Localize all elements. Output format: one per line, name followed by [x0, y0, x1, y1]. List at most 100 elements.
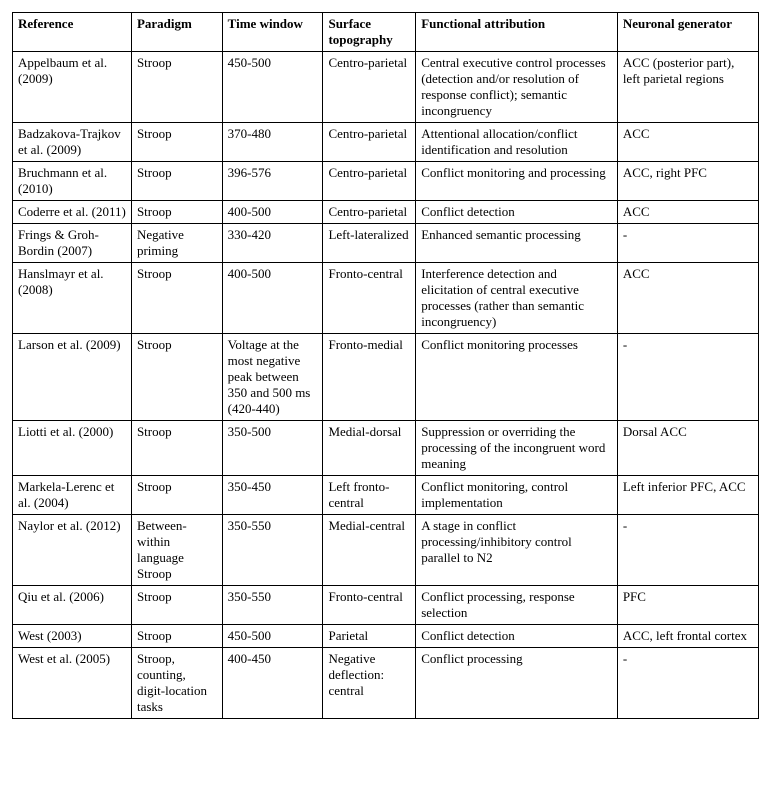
cell-surface: Centro-parietal [323, 123, 416, 162]
cell-neuronal: ACC [617, 123, 758, 162]
cell-timewindow: 350-550 [222, 586, 323, 625]
cell-surface: Medial-dorsal [323, 421, 416, 476]
cell-paradigm: Stroop [131, 586, 222, 625]
cell-functional: Interference detection and elicitation o… [416, 263, 618, 334]
cell-reference: West et al. (2005) [13, 648, 132, 719]
col-header-neuronal: Neuronal generator [617, 13, 758, 52]
cell-neuronal: ACC, right PFC [617, 162, 758, 201]
cell-neuronal: PFC [617, 586, 758, 625]
table-row: Bruchmann et al. (2010)Stroop396-576Cent… [13, 162, 759, 201]
cell-paradigm: Stroop [131, 52, 222, 123]
cell-paradigm: Between-within language Stroop [131, 515, 222, 586]
cell-functional: Conflict monitoring processes [416, 334, 618, 421]
cell-reference: Markela-Lerenc et al. (2004) [13, 476, 132, 515]
cell-paradigm: Stroop [131, 421, 222, 476]
cell-reference: Liotti et al. (2000) [13, 421, 132, 476]
literature-review-table: Reference Paradigm Time window Surface t… [12, 12, 759, 719]
cell-surface: Centro-parietal [323, 162, 416, 201]
cell-reference: Bruchmann et al. (2010) [13, 162, 132, 201]
table-row: Naylor et al. (2012)Between-within langu… [13, 515, 759, 586]
cell-neuronal: ACC [617, 201, 758, 224]
cell-reference: Naylor et al. (2012) [13, 515, 132, 586]
cell-paradigm: Stroop [131, 334, 222, 421]
cell-timewindow: Voltage at the most negative peak betwee… [222, 334, 323, 421]
cell-functional: A stage in conflict processing/inhibitor… [416, 515, 618, 586]
cell-reference: Frings & Groh-Bordin (2007) [13, 224, 132, 263]
cell-surface: Fronto-central [323, 263, 416, 334]
cell-surface: Left-lateralized [323, 224, 416, 263]
table-row: West (2003)Stroop450-500ParietalConflict… [13, 625, 759, 648]
cell-reference: Appelbaum et al. (2009) [13, 52, 132, 123]
cell-surface: Fronto-central [323, 586, 416, 625]
cell-functional: Conflict processing, response selection [416, 586, 618, 625]
cell-neuronal: ACC (posterior part), left parietal regi… [617, 52, 758, 123]
cell-neuronal: - [617, 648, 758, 719]
cell-surface: Centro-parietal [323, 52, 416, 123]
cell-paradigm: Stroop [131, 201, 222, 224]
cell-timewindow: 450-500 [222, 625, 323, 648]
col-header-paradigm: Paradigm [131, 13, 222, 52]
cell-paradigm: Stroop [131, 625, 222, 648]
cell-timewindow: 450-500 [222, 52, 323, 123]
col-header-timewindow: Time window [222, 13, 323, 52]
cell-functional: Attentional allocation/conflict identifi… [416, 123, 618, 162]
cell-functional: Conflict monitoring, control implementat… [416, 476, 618, 515]
cell-functional: Enhanced semantic processing [416, 224, 618, 263]
cell-reference: Coderre et al. (2011) [13, 201, 132, 224]
col-header-surface: Surface topography [323, 13, 416, 52]
table-row: Hanslmayr et al. (2008)Stroop400-500Fron… [13, 263, 759, 334]
cell-neuronal: ACC [617, 263, 758, 334]
cell-surface: Negative deflection: central [323, 648, 416, 719]
cell-timewindow: 370-480 [222, 123, 323, 162]
cell-timewindow: 350-450 [222, 476, 323, 515]
cell-paradigm: Negative priming [131, 224, 222, 263]
cell-neuronal: - [617, 515, 758, 586]
table-body: Appelbaum et al. (2009)Stroop450-500Cent… [13, 52, 759, 719]
cell-functional: Conflict detection [416, 625, 618, 648]
cell-timewindow: 400-450 [222, 648, 323, 719]
table-row: Frings & Groh-Bordin (2007)Negative prim… [13, 224, 759, 263]
cell-timewindow: 350-500 [222, 421, 323, 476]
cell-paradigm: Stroop [131, 162, 222, 201]
cell-surface: Parietal [323, 625, 416, 648]
table-row: Larson et al. (2009)StroopVoltage at the… [13, 334, 759, 421]
table-row: West et al. (2005)Stroop, counting, digi… [13, 648, 759, 719]
cell-functional: Conflict monitoring and processing [416, 162, 618, 201]
cell-surface: Medial-central [323, 515, 416, 586]
cell-paradigm: Stroop, counting, digit-location tasks [131, 648, 222, 719]
cell-reference: Qiu et al. (2006) [13, 586, 132, 625]
table-row: Appelbaum et al. (2009)Stroop450-500Cent… [13, 52, 759, 123]
table-row: Badzakova-Trajkov et al. (2009)Stroop370… [13, 123, 759, 162]
cell-neuronal: - [617, 224, 758, 263]
cell-timewindow: 330-420 [222, 224, 323, 263]
cell-functional: Conflict processing [416, 648, 618, 719]
cell-paradigm: Stroop [131, 123, 222, 162]
cell-surface: Left fronto-central [323, 476, 416, 515]
cell-reference: Larson et al. (2009) [13, 334, 132, 421]
cell-reference: Badzakova-Trajkov et al. (2009) [13, 123, 132, 162]
cell-surface: Fronto-medial [323, 334, 416, 421]
cell-neuronal: ACC, left frontal cortex [617, 625, 758, 648]
cell-functional: Central executive control processes (det… [416, 52, 618, 123]
table-row: Liotti et al. (2000)Stroop350-500Medial-… [13, 421, 759, 476]
cell-timewindow: 350-550 [222, 515, 323, 586]
table-row: Qiu et al. (2006)Stroop350-550Fronto-cen… [13, 586, 759, 625]
col-header-functional: Functional attribution [416, 13, 618, 52]
table-header-row: Reference Paradigm Time window Surface t… [13, 13, 759, 52]
cell-paradigm: Stroop [131, 263, 222, 334]
cell-reference: West (2003) [13, 625, 132, 648]
col-header-reference: Reference [13, 13, 132, 52]
cell-timewindow: 396-576 [222, 162, 323, 201]
cell-timewindow: 400-500 [222, 201, 323, 224]
table-row: Markela-Lerenc et al. (2004)Stroop350-45… [13, 476, 759, 515]
cell-neuronal: Dorsal ACC [617, 421, 758, 476]
cell-timewindow: 400-500 [222, 263, 323, 334]
cell-functional: Conflict detection [416, 201, 618, 224]
cell-paradigm: Stroop [131, 476, 222, 515]
cell-neuronal: - [617, 334, 758, 421]
cell-neuronal: Left inferior PFC, ACC [617, 476, 758, 515]
cell-reference: Hanslmayr et al. (2008) [13, 263, 132, 334]
table-row: Coderre et al. (2011)Stroop400-500Centro… [13, 201, 759, 224]
cell-functional: Suppression or overriding the processing… [416, 421, 618, 476]
cell-surface: Centro-parietal [323, 201, 416, 224]
